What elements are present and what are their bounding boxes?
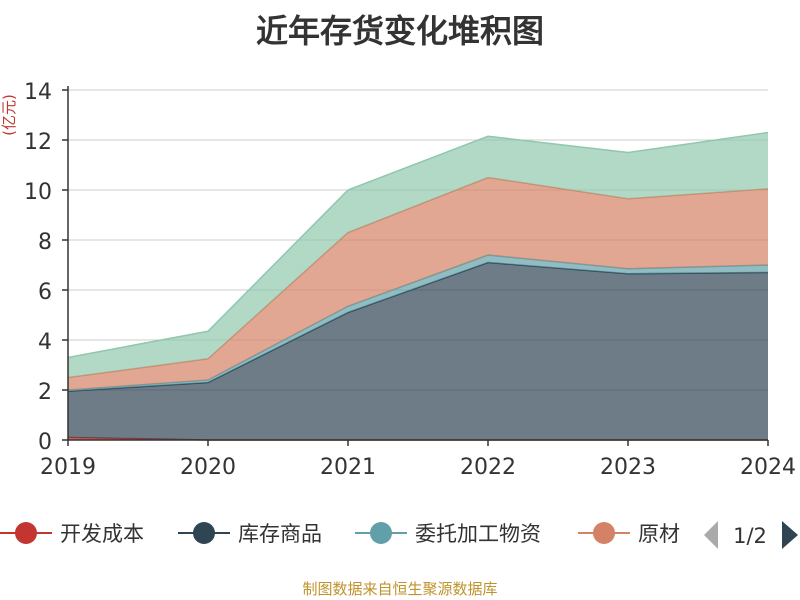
legend-marker[interactable] bbox=[15, 522, 37, 544]
y-tick-label: 8 bbox=[38, 230, 52, 255]
y-tick-label: 0 bbox=[38, 430, 52, 455]
legend-label[interactable]: 委托加工物资 bbox=[415, 522, 541, 546]
y-tick-label: 4 bbox=[38, 330, 52, 355]
y-axis-label: (亿元) bbox=[0, 94, 18, 136]
legend-clip bbox=[684, 515, 704, 551]
data-source-note: 制图数据来自恒生聚源数据库 bbox=[302, 580, 498, 598]
legend-marker[interactable] bbox=[593, 522, 615, 544]
x-tick-label: 2023 bbox=[600, 455, 656, 480]
area-series bbox=[68, 262, 768, 440]
legend-page-indicator: 1/2 bbox=[733, 524, 767, 548]
legend-prev-icon[interactable] bbox=[704, 521, 718, 549]
legend-label[interactable]: 原材 bbox=[638, 522, 680, 546]
x-tick-label: 2021 bbox=[320, 455, 376, 480]
area-series bbox=[68, 177, 768, 390]
legend-marker[interactable] bbox=[193, 522, 215, 544]
x-tick-label: 2024 bbox=[740, 455, 796, 480]
series-line bbox=[67, 131, 769, 359]
y-tick-label: 14 bbox=[24, 80, 52, 105]
area-series bbox=[68, 132, 768, 378]
y-tick-label: 12 bbox=[24, 130, 52, 155]
chart-title: 近年存货变化堆积图 bbox=[255, 12, 544, 50]
legend-marker[interactable] bbox=[370, 522, 392, 544]
y-tick-label: 10 bbox=[24, 180, 52, 205]
x-tick-label: 2020 bbox=[180, 455, 236, 480]
x-tick-label: 2022 bbox=[460, 455, 516, 480]
legend-next-icon[interactable] bbox=[782, 521, 798, 549]
y-tick-label: 6 bbox=[38, 280, 52, 305]
legend-label[interactable]: 开发成本 bbox=[60, 522, 144, 546]
legend-label[interactable]: 库存商品 bbox=[238, 522, 322, 546]
y-tick-label: 2 bbox=[38, 380, 52, 405]
x-tick-label: 2019 bbox=[40, 455, 96, 480]
area-series bbox=[68, 255, 768, 392]
